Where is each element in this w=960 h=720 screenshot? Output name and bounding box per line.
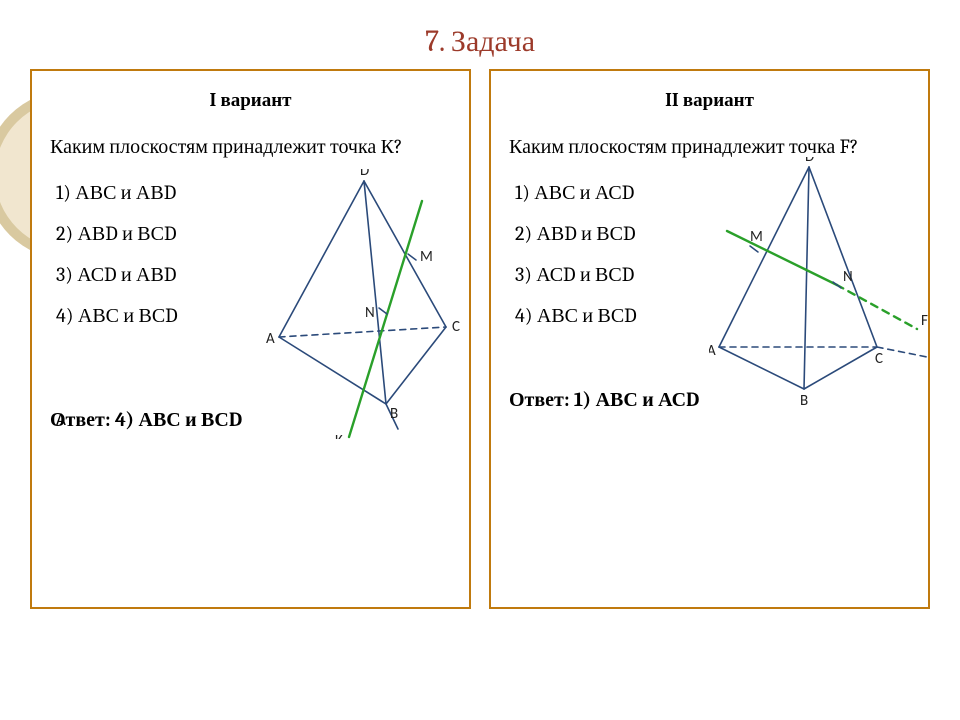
panel-variant-1: I вариант Каким плоскостям принадлежит т… — [30, 69, 471, 609]
svg-text:A: A — [709, 342, 716, 360]
variant-1-extra-letter: А — [56, 409, 66, 430]
variant-2-diagram: A B C D M N F — [709, 157, 929, 407]
svg-text:D: D — [360, 169, 369, 180]
panels-row: I вариант Каким плоскостям принадлежит т… — [0, 59, 960, 609]
svg-text:A: A — [266, 330, 275, 348]
svg-text:K: K — [335, 432, 343, 439]
svg-text:M: M — [750, 228, 763, 246]
svg-text:F: F — [921, 312, 928, 330]
variant-1-question: Каким плоскостям принадлежит точка К? — [50, 128, 451, 166]
svg-text:B: B — [800, 392, 808, 407]
svg-text:C: C — [452, 318, 460, 336]
page-title: 7. Задача — [0, 0, 960, 59]
panel-variant-2: II вариант Каким плоскостям принадлежит … — [489, 69, 930, 609]
svg-text:D: D — [805, 157, 814, 166]
svg-text:C: C — [875, 350, 883, 368]
variant-2-title: II вариант — [509, 89, 910, 112]
svg-text:B: B — [390, 405, 398, 423]
variant-1-diagram: A B C D M N K — [264, 169, 464, 439]
svg-text:M: M — [420, 248, 433, 266]
svg-text:N: N — [843, 268, 853, 286]
variant-1-title: I вариант — [50, 89, 451, 112]
svg-text:N: N — [365, 304, 375, 322]
